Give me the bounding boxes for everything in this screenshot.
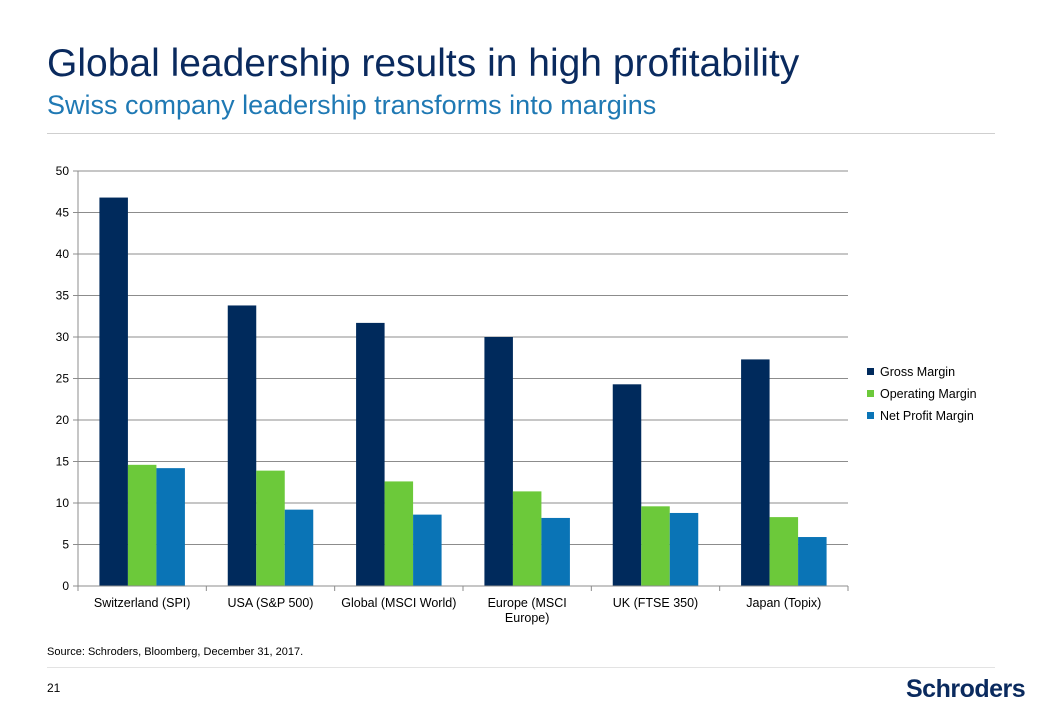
bar-gross-margin (227, 305, 257, 586)
bar-net-profit-margin (798, 537, 827, 586)
y-tick-label: 50 (56, 164, 70, 178)
bar-net-profit-margin (669, 512, 699, 586)
legend-swatch (867, 368, 874, 375)
y-tick-label: 45 (56, 206, 70, 220)
legend-swatch (867, 390, 874, 397)
bar-gross-margin (356, 322, 385, 586)
slide-subtitle: Swiss company leadership transforms into… (47, 90, 657, 120)
y-tick-label: 40 (56, 247, 70, 261)
x-category-label: USA (S&P 500) (228, 596, 314, 610)
legend-label: Operating Margin (880, 387, 977, 401)
x-category-label: UK (FTSE 350) (613, 596, 698, 610)
x-category-label: Europe (MSCI (488, 596, 567, 610)
y-axis: 0 5 10 15 20 25 30 35 40 45 50 (56, 164, 79, 593)
bar-net-profit-margin (284, 509, 314, 586)
legend-label: Gross Margin (880, 365, 955, 379)
slide-title: Global leadership results in high profit… (47, 42, 800, 85)
legend-swatch (867, 412, 874, 419)
bar-gross-margin (741, 359, 770, 586)
bar-operating-margin (127, 464, 157, 586)
bar-net-profit-margin (541, 517, 570, 586)
bar-net-profit-margin (413, 514, 442, 586)
source-note: Source: Schroders, Bloomberg, December 3… (47, 646, 304, 658)
x-category-label: Europe) (505, 611, 549, 625)
legend-label: Net Profit Margin (880, 409, 974, 423)
x-category-label: Japan (Topix) (746, 596, 821, 610)
bar-operating-margin (256, 470, 285, 586)
y-tick-label: 30 (56, 330, 70, 344)
header-divider (47, 133, 995, 134)
schroders-logo: Schroders (906, 675, 1026, 703)
y-tick-label: 0 (62, 579, 69, 593)
chart-bars (99, 197, 827, 586)
x-axis: Switzerland (SPI) USA (S&P 500) Global (MS… (77, 585, 849, 625)
y-tick-label: 25 (56, 372, 70, 386)
page-number: 21 (47, 681, 61, 695)
y-tick-label: 10 (56, 496, 70, 510)
bar-gross-margin (99, 197, 128, 586)
y-tick-label: 5 (62, 538, 69, 552)
y-tick-label: 35 (56, 289, 70, 303)
y-tick-label: 15 (56, 455, 70, 469)
y-tick-label: 20 (56, 413, 70, 427)
bar-operating-margin (641, 506, 670, 586)
chart-gridlines (78, 170, 848, 587)
bar-gross-margin (612, 384, 642, 586)
chart-legend: Gross Margin Operating Margin Net Profit M… (867, 365, 977, 423)
x-category-label: Switzerland (SPI) (94, 596, 191, 610)
bar-gross-margin (484, 337, 513, 586)
x-category-label: Global (MSCI World) (341, 596, 456, 610)
footer-divider (47, 667, 995, 668)
bar-net-profit-margin (156, 468, 185, 586)
bar-operating-margin (769, 517, 799, 586)
bar-operating-margin (512, 491, 542, 586)
bar-chart: 0 5 10 15 20 25 30 35 40 45 50 Switzerland (SPI) US… (56, 164, 977, 625)
bar-operating-margin (384, 481, 414, 586)
